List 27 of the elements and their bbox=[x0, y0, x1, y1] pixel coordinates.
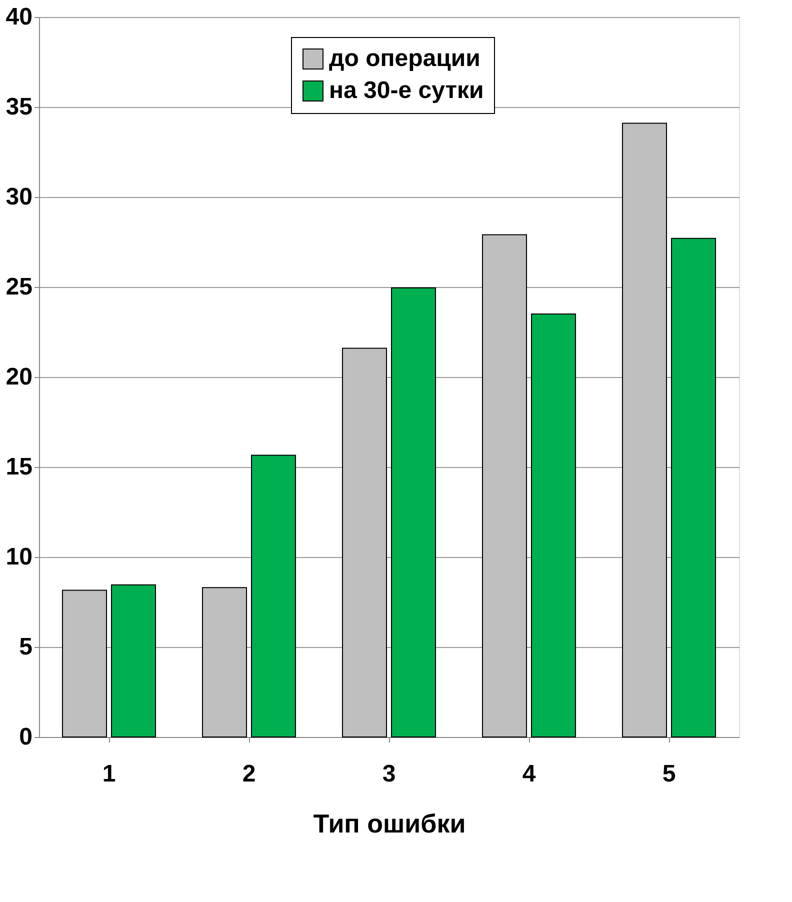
x-axis-title: Тип ошибки bbox=[313, 808, 466, 838]
bar bbox=[342, 348, 387, 738]
y-tick-label: 10 bbox=[6, 544, 32, 570]
y-tick-label: 20 bbox=[6, 364, 32, 390]
x-tick-label: 3 bbox=[382, 760, 396, 788]
bar bbox=[482, 234, 527, 738]
legend-label: на 30-е сутки bbox=[329, 77, 484, 104]
x-tick-label: 5 bbox=[662, 760, 676, 788]
y-tick-label: 5 bbox=[19, 634, 32, 660]
bar bbox=[391, 287, 436, 738]
y-tick-label: 35 bbox=[6, 94, 32, 120]
bar bbox=[622, 122, 667, 738]
y-tick-label: 30 bbox=[6, 184, 32, 210]
y-tick-label: 0 bbox=[19, 724, 32, 750]
bar bbox=[111, 584, 156, 738]
bar bbox=[251, 454, 296, 738]
y-tick-label: 25 bbox=[6, 274, 32, 300]
bar bbox=[62, 590, 107, 738]
bar bbox=[202, 587, 247, 738]
y-tick-label: 40 bbox=[6, 4, 32, 30]
y-tick-label: 15 bbox=[6, 454, 32, 480]
x-tick-label: 2 bbox=[242, 760, 256, 788]
x-tick-label: 4 bbox=[522, 760, 536, 788]
legend-label: до операции bbox=[329, 45, 480, 72]
x-tick-label: 1 bbox=[102, 760, 116, 788]
bar bbox=[531, 314, 576, 738]
bar bbox=[671, 238, 716, 738]
